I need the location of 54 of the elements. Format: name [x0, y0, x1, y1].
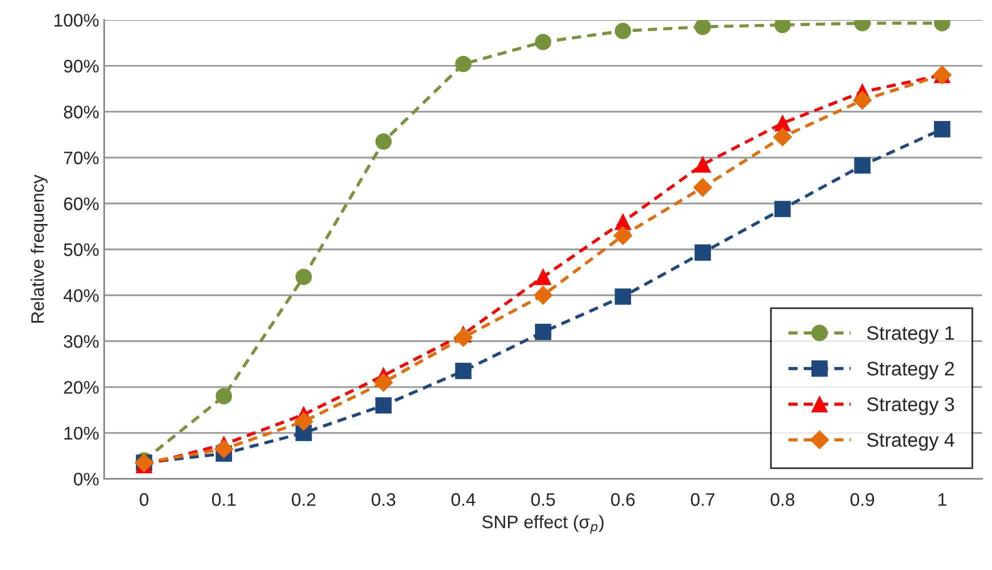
x-tick-label: 0.5	[531, 493, 555, 506]
x-axis-title: SNP effect (σ$_{p}$)	[482, 515, 604, 534]
x-tick-label: 0.7	[690, 493, 714, 506]
point	[534, 286, 552, 305]
y-tick-label: 30%	[64, 335, 99, 348]
y-tick-label: 0%	[74, 472, 99, 486]
point	[693, 178, 712, 197]
x-tick-label: 0.1	[212, 493, 236, 506]
x-tick-label: 0.4	[451, 493, 476, 506]
y-tick-label: 70%	[64, 152, 99, 164]
point	[374, 373, 393, 392]
y-tick-label: 20%	[64, 380, 99, 394]
point	[774, 200, 791, 218]
y-axis-title: Relative frequency	[30, 174, 48, 323]
y-tick-label: 60%	[64, 197, 99, 210]
point	[455, 56, 472, 72]
point	[455, 362, 472, 380]
x-tick-label: 0.8	[770, 493, 794, 506]
y-tick-label: 80%	[64, 106, 99, 118]
point	[934, 120, 950, 138]
point	[375, 397, 392, 414]
point	[296, 268, 312, 286]
point	[694, 20, 711, 35]
y-tick-label: 10%	[64, 426, 99, 440]
x-tick-label: 0.6	[611, 493, 635, 506]
point	[614, 288, 632, 305]
legend-label: Strategy 3	[867, 397, 954, 416]
point	[773, 128, 792, 146]
x-tick-label: 0.9	[850, 493, 874, 506]
point	[534, 268, 552, 286]
x-tick-label: 0.2	[292, 493, 316, 506]
point	[694, 244, 711, 261]
point	[853, 90, 872, 110]
legend-label: Strategy 2	[867, 362, 954, 380]
point	[216, 388, 232, 404]
point	[534, 324, 552, 340]
point	[534, 34, 552, 50]
y-tick-label: 50%	[64, 243, 99, 256]
legend-label: Strategy 4	[867, 433, 954, 451]
x-tick-label: 0	[140, 493, 148, 506]
y-tick-label: 40%	[64, 289, 99, 302]
y-tick-label: 100%	[54, 14, 99, 27]
x-tick-label: 1	[938, 493, 946, 506]
legend-label: Strategy 1	[867, 326, 954, 344]
point	[294, 412, 314, 431]
x-tick-label: 0.3	[372, 493, 396, 506]
y-tick-label: 90%	[64, 60, 99, 73]
point	[614, 226, 632, 245]
point	[214, 440, 234, 458]
point	[375, 133, 392, 150]
point	[694, 156, 711, 173]
point	[614, 22, 632, 40]
point	[854, 157, 871, 174]
point	[454, 328, 473, 347]
